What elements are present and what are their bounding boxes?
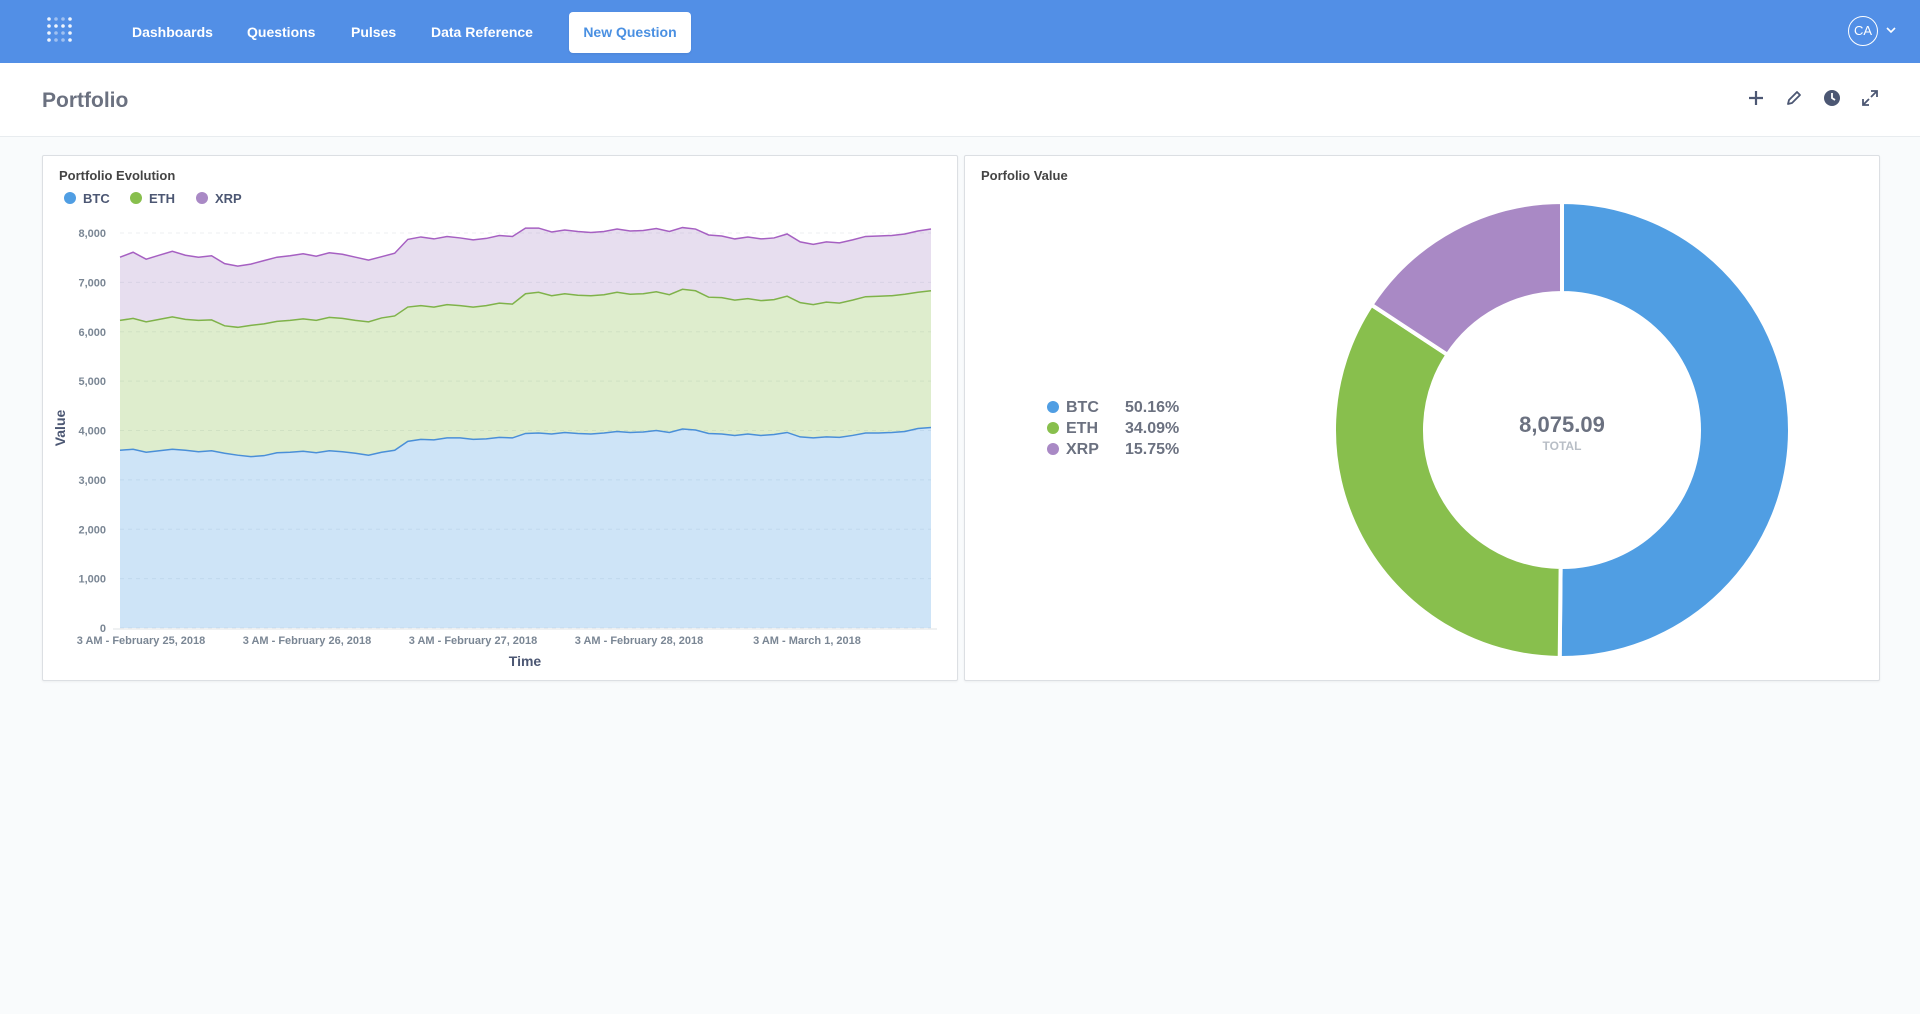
legend-item-xrp[interactable]: XRP: [196, 191, 242, 206]
x-tick-label: 3 AM - February 27, 2018: [409, 635, 538, 647]
legend-label: ETH: [149, 191, 175, 206]
y-tick-label: 0: [100, 623, 106, 635]
portfolio-value-card: Porfolio Value BTC 50.16% ETH 34.09% XRP 15…: [964, 155, 1880, 681]
legend-dot: [130, 192, 142, 204]
nav-data-reference[interactable]: Data Reference: [431, 24, 533, 40]
user-avatar[interactable]: CA: [1848, 16, 1878, 46]
y-tick-label: 4,000: [78, 426, 106, 438]
metabase-logo-icon[interactable]: [46, 16, 76, 46]
legend-item-eth[interactable]: ETH: [130, 191, 175, 206]
legend-label: BTC: [1066, 399, 1099, 416]
portfolio-evolution-card: Portfolio Evolution BTC ETH XRP 0 1,000 2,…: [42, 155, 958, 681]
page-title: Portfolio: [42, 89, 129, 112]
chevron-down-icon[interactable]: [1886, 26, 1896, 34]
y-tick-label: 1,000: [78, 574, 106, 586]
x-axis-title: Time: [509, 653, 542, 669]
y-tick-label: 2,000: [78, 524, 106, 536]
pie-legend-item-xrp[interactable]: XRP 15.75%: [1047, 441, 1179, 459]
legend-percent: 50.16%: [1125, 399, 1180, 416]
line-xrp: [119, 226, 932, 267]
legend-dot: [1047, 422, 1059, 434]
legend-dot: [64, 192, 76, 204]
y-axis-title: Value: [52, 410, 68, 447]
legend-label: BTC: [83, 191, 110, 206]
donut-total-value: 8,075.09: [1519, 412, 1605, 437]
pie-legend-item-btc[interactable]: BTC 50.16%: [1047, 399, 1179, 417]
area-xrp: [120, 227, 931, 328]
top-nav: Dashboards Questions Pulses Data Referen…: [0, 0, 1920, 63]
x-tick-label: 3 AM - February 25, 2018: [77, 635, 206, 647]
fullscreen-expand-icon[interactable]: [1860, 88, 1880, 108]
line-eth: [119, 288, 932, 329]
pie-legend-item-eth[interactable]: ETH 34.09%: [1047, 420, 1179, 438]
area-chart: 0 1,000 2,000 3,000 4,000 5,000 6,000 7,000 8,00…: [52, 226, 937, 669]
donut-slice-btc: [1557, 199, 1793, 660]
area-btc: [120, 427, 931, 628]
dashboard-header: [0, 63, 1920, 137]
history-clock-icon[interactable]: [1822, 88, 1842, 108]
legend-dot: [196, 192, 208, 204]
legend-dot: [1047, 443, 1059, 455]
y-tick-label: 5,000: [78, 376, 106, 388]
donut-chart: 8,075.09 TOTAL: [1332, 199, 1793, 661]
legend-percent: 15.75%: [1125, 441, 1180, 458]
y-tick-label: 3,000: [78, 475, 106, 487]
new-question-button[interactable]: New Question: [569, 12, 691, 53]
donut-total-label: TOTAL: [1543, 439, 1582, 453]
legend-percent: 34.09%: [1125, 420, 1180, 437]
nav-questions[interactable]: Questions: [247, 24, 316, 40]
y-tick-label: 6,000: [78, 327, 106, 339]
y-tick-label: 7,000: [78, 277, 106, 289]
add-icon[interactable]: [1746, 88, 1766, 108]
card-title: Porfolio Value: [981, 168, 1068, 183]
nav-dashboards[interactable]: Dashboards: [132, 24, 213, 40]
area-eth: [120, 289, 931, 457]
x-tick-label: 3 AM - February 28, 2018: [575, 635, 704, 647]
card-title: Portfolio Evolution: [59, 168, 176, 183]
legend-dot: [1047, 401, 1059, 413]
x-tick-label: 3 AM - February 26, 2018: [243, 635, 372, 647]
legend-item-btc[interactable]: BTC: [64, 191, 110, 206]
donut-slice-eth: [1332, 302, 1563, 661]
pencil-icon[interactable]: [1784, 88, 1804, 108]
legend-label: ETH: [1066, 420, 1098, 437]
x-tick-label: 3 AM - March 1, 2018: [753, 635, 861, 647]
line-btc: [119, 426, 932, 458]
legend-label: XRP: [1066, 441, 1099, 458]
donut-slice-xrp: [1368, 199, 1564, 358]
nav-pulses[interactable]: Pulses: [351, 24, 397, 40]
legend-label: XRP: [215, 191, 242, 206]
y-tick-label: 8,000: [78, 228, 106, 240]
